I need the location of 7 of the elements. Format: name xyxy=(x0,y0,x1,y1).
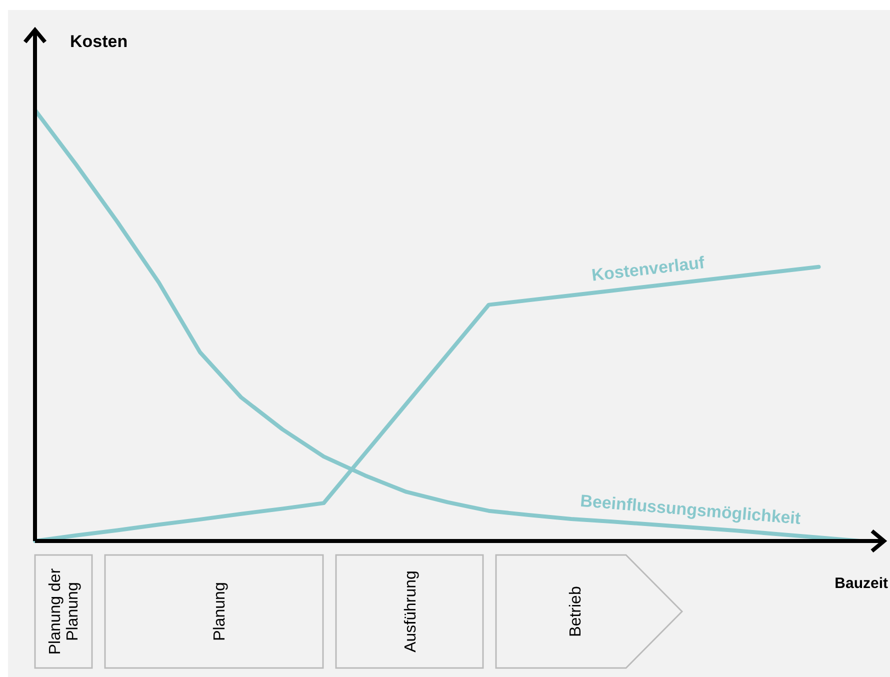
text: Betrieb xyxy=(568,586,585,637)
x-axis-title: Bauzeit xyxy=(834,575,888,592)
text: Planung der Planung xyxy=(46,568,82,655)
text: Planung xyxy=(212,582,229,641)
text: Ausführung xyxy=(402,570,420,652)
text: Kostenverlauf xyxy=(590,253,706,285)
y-axis-title: Kosten xyxy=(70,32,128,51)
